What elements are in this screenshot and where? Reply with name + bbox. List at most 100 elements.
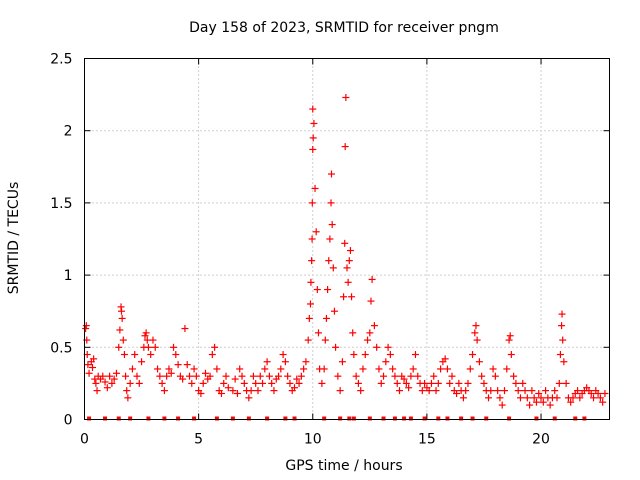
data-point: [325, 257, 333, 265]
data-point: [144, 343, 152, 351]
data-point: [485, 394, 493, 402]
data-point: [455, 379, 463, 387]
data-point: [208, 351, 216, 359]
data-point: [179, 375, 187, 383]
data-point: [302, 358, 310, 366]
data-point: [384, 343, 392, 351]
zero-point: [422, 416, 427, 421]
data-point: [366, 329, 374, 337]
data-point: [211, 343, 219, 351]
data-point: [501, 387, 508, 395]
data-point: [249, 372, 257, 380]
data-point: [306, 300, 314, 308]
data-point: [377, 379, 385, 387]
zero-point: [402, 416, 407, 421]
data-point: [90, 355, 98, 363]
data-point: [310, 119, 318, 127]
zero-point: [534, 416, 539, 421]
zero-point: [347, 416, 352, 421]
x-tick-label: 15: [418, 432, 436, 448]
data-point: [336, 387, 344, 395]
data-point: [344, 278, 352, 286]
data-point: [238, 372, 246, 380]
data-point: [304, 336, 312, 344]
data-point: [562, 379, 570, 387]
data-point: [411, 351, 419, 359]
data-point: [519, 379, 527, 387]
data-point: [334, 372, 342, 380]
data-point: [124, 394, 132, 402]
data-point: [359, 365, 367, 373]
data-point: [330, 307, 338, 315]
data-point: [82, 322, 90, 330]
data-point: [405, 384, 413, 392]
data-point: [270, 387, 278, 395]
data-point: [382, 358, 390, 366]
x-tick-label: 5: [194, 432, 203, 448]
data-point: [231, 375, 239, 383]
data-point: [131, 351, 139, 359]
data-point: [475, 358, 483, 366]
data-point: [414, 372, 422, 380]
zero-point: [128, 416, 133, 421]
zero-point: [283, 416, 288, 421]
data-point: [329, 264, 337, 272]
data-point: [309, 105, 317, 113]
data-point: [309, 134, 317, 142]
data-point: [261, 365, 269, 373]
zero-point: [176, 416, 181, 421]
data-point: [391, 372, 399, 380]
data-point: [320, 365, 328, 373]
data-point: [120, 351, 128, 359]
data-point: [480, 379, 488, 387]
data-point: [576, 394, 584, 402]
data-point: [101, 378, 109, 386]
zero-point: [582, 416, 587, 421]
data-point: [252, 379, 260, 387]
data-point: [345, 257, 353, 265]
data-point: [364, 336, 372, 344]
data-point: [158, 379, 166, 387]
data-point: [441, 355, 449, 363]
data-point: [110, 375, 118, 383]
data-point: [346, 247, 354, 255]
data-point: [594, 390, 602, 398]
zero-point: [87, 416, 92, 421]
data-point: [321, 336, 329, 344]
data-point: [462, 387, 470, 395]
data-point: [421, 379, 429, 387]
data-point: [297, 372, 305, 380]
x-axis-label: GPS time / hours: [285, 458, 402, 474]
data-point: [539, 398, 547, 406]
data-point: [201, 369, 209, 377]
data-point: [558, 322, 566, 330]
data-point: [386, 351, 394, 359]
data-point: [307, 278, 315, 286]
data-point: [88, 364, 96, 372]
data-point: [327, 199, 335, 207]
data-point: [491, 372, 499, 380]
data-point: [135, 379, 143, 387]
data-point: [254, 387, 262, 395]
x-tick-label: 20: [532, 432, 550, 448]
data-point: [498, 401, 506, 409]
data-point: [122, 372, 130, 380]
data-point: [559, 336, 567, 344]
data-point: [256, 372, 264, 380]
data-point: [446, 379, 454, 387]
data-point: [277, 365, 285, 373]
data-point: [425, 387, 433, 395]
zero-point: [573, 416, 578, 421]
data-point: [99, 372, 107, 380]
data-point: [556, 351, 564, 359]
data-point: [236, 365, 244, 373]
data-point: [224, 384, 232, 392]
data-point: [380, 372, 388, 380]
data-point: [389, 365, 397, 373]
zero-point: [552, 416, 557, 421]
y-axis-label: SRMTID / TECUs: [6, 182, 22, 295]
data-point: [268, 379, 276, 387]
data-point: [160, 387, 168, 395]
data-point: [478, 372, 486, 380]
data-point: [574, 387, 582, 395]
